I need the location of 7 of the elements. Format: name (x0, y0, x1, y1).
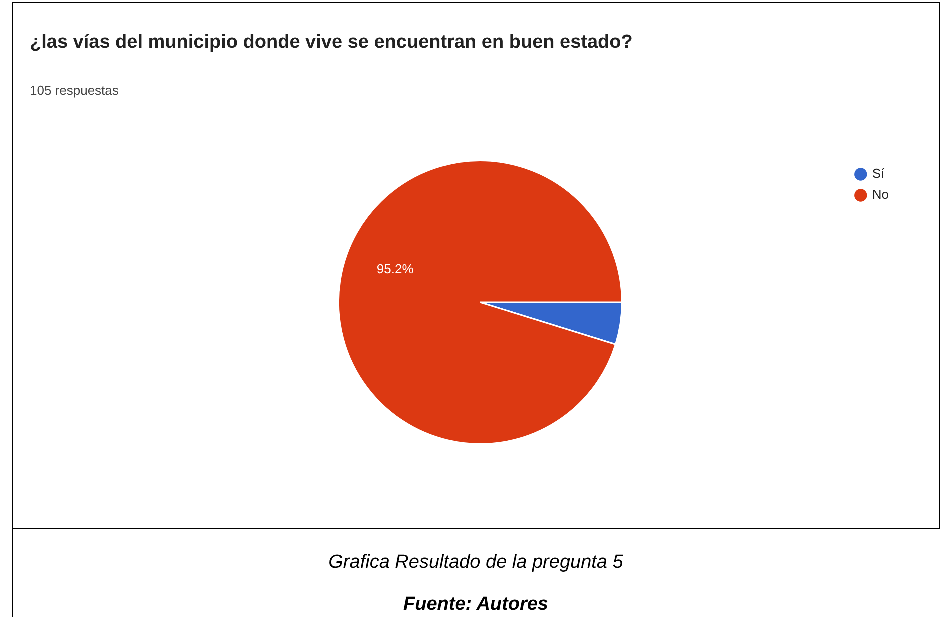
legend-label: Sí (872, 166, 886, 182)
data-label: 95.2% (376, 261, 414, 276)
source-note: Fuente: Autores (402, 594, 550, 616)
legend-label: No (872, 187, 890, 202)
text: Grafica Resultado de la pregunta 5 (328, 552, 624, 574)
chart-title: ¿las vías del municipio donde vive se encuentran en buen estado? (30, 32, 633, 54)
text: 105 respuestas (30, 83, 119, 98)
